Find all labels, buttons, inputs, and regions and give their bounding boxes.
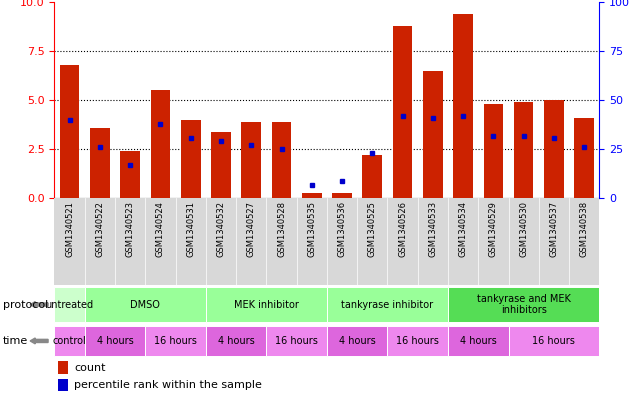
Bar — [58, 361, 67, 373]
Bar — [514, 102, 533, 198]
Text: 16 hours: 16 hours — [275, 336, 318, 346]
Text: GSM1340536: GSM1340536 — [338, 201, 347, 257]
Text: GSM1340527: GSM1340527 — [247, 201, 256, 257]
Text: time: time — [3, 336, 28, 346]
Text: GSM1340533: GSM1340533 — [428, 201, 437, 257]
Bar — [85, 326, 146, 356]
Text: protocol: protocol — [3, 299, 49, 310]
Bar — [302, 193, 322, 198]
Bar — [206, 326, 267, 356]
Bar — [85, 287, 206, 322]
Text: GSM1340523: GSM1340523 — [126, 201, 135, 257]
Text: 4 hours: 4 hours — [218, 336, 254, 346]
Bar — [121, 151, 140, 198]
Text: tankyrase inhibitor: tankyrase inhibitor — [342, 299, 433, 310]
Bar — [151, 90, 171, 198]
Text: percentile rank within the sample: percentile rank within the sample — [74, 380, 262, 390]
Bar — [362, 155, 382, 198]
Bar — [327, 287, 448, 322]
Text: GSM1340524: GSM1340524 — [156, 201, 165, 257]
Text: GSM1340535: GSM1340535 — [307, 201, 316, 257]
Bar — [272, 122, 292, 198]
Text: GSM1340528: GSM1340528 — [277, 201, 286, 257]
Text: untreated: untreated — [46, 299, 94, 310]
Text: GSM1340521: GSM1340521 — [65, 201, 74, 257]
Text: 16 hours: 16 hours — [154, 336, 197, 346]
Text: GSM1340537: GSM1340537 — [549, 201, 558, 257]
Text: 4 hours: 4 hours — [97, 336, 133, 346]
Bar — [54, 326, 85, 356]
Bar — [90, 128, 110, 198]
Text: GSM1340525: GSM1340525 — [368, 201, 377, 257]
Bar — [211, 132, 231, 198]
Text: 4 hours: 4 hours — [339, 336, 376, 346]
Bar — [60, 65, 79, 198]
Bar — [267, 326, 327, 356]
Text: GSM1340522: GSM1340522 — [96, 201, 104, 257]
Bar — [54, 198, 599, 285]
Bar — [453, 14, 473, 198]
Bar — [332, 193, 352, 198]
Bar — [181, 120, 201, 198]
Text: GSM1340534: GSM1340534 — [458, 201, 468, 257]
Bar — [393, 26, 412, 198]
Text: 16 hours: 16 hours — [533, 336, 576, 346]
Bar — [544, 100, 564, 198]
Bar — [242, 122, 261, 198]
Bar — [387, 326, 448, 356]
Bar — [54, 287, 85, 322]
Bar — [483, 104, 503, 198]
Text: GSM1340538: GSM1340538 — [579, 201, 588, 257]
Bar — [423, 71, 443, 198]
Bar — [448, 287, 599, 322]
Text: count: count — [74, 362, 106, 373]
Bar — [508, 326, 599, 356]
Text: tankyrase and MEK
inhibitors: tankyrase and MEK inhibitors — [477, 294, 570, 315]
Bar — [448, 326, 508, 356]
Bar — [206, 287, 327, 322]
Text: 4 hours: 4 hours — [460, 336, 497, 346]
Bar — [58, 379, 67, 391]
Text: MEK inhibitor: MEK inhibitor — [234, 299, 299, 310]
Bar — [146, 326, 206, 356]
Text: control: control — [53, 336, 87, 346]
Text: GSM1340532: GSM1340532 — [217, 201, 226, 257]
Text: GSM1340530: GSM1340530 — [519, 201, 528, 257]
Text: 16 hours: 16 hours — [396, 336, 439, 346]
Text: GSM1340531: GSM1340531 — [186, 201, 196, 257]
Text: GSM1340529: GSM1340529 — [489, 201, 498, 257]
Bar — [327, 326, 387, 356]
Text: DMSO: DMSO — [130, 299, 160, 310]
Text: GSM1340526: GSM1340526 — [398, 201, 407, 257]
Bar — [574, 118, 594, 198]
